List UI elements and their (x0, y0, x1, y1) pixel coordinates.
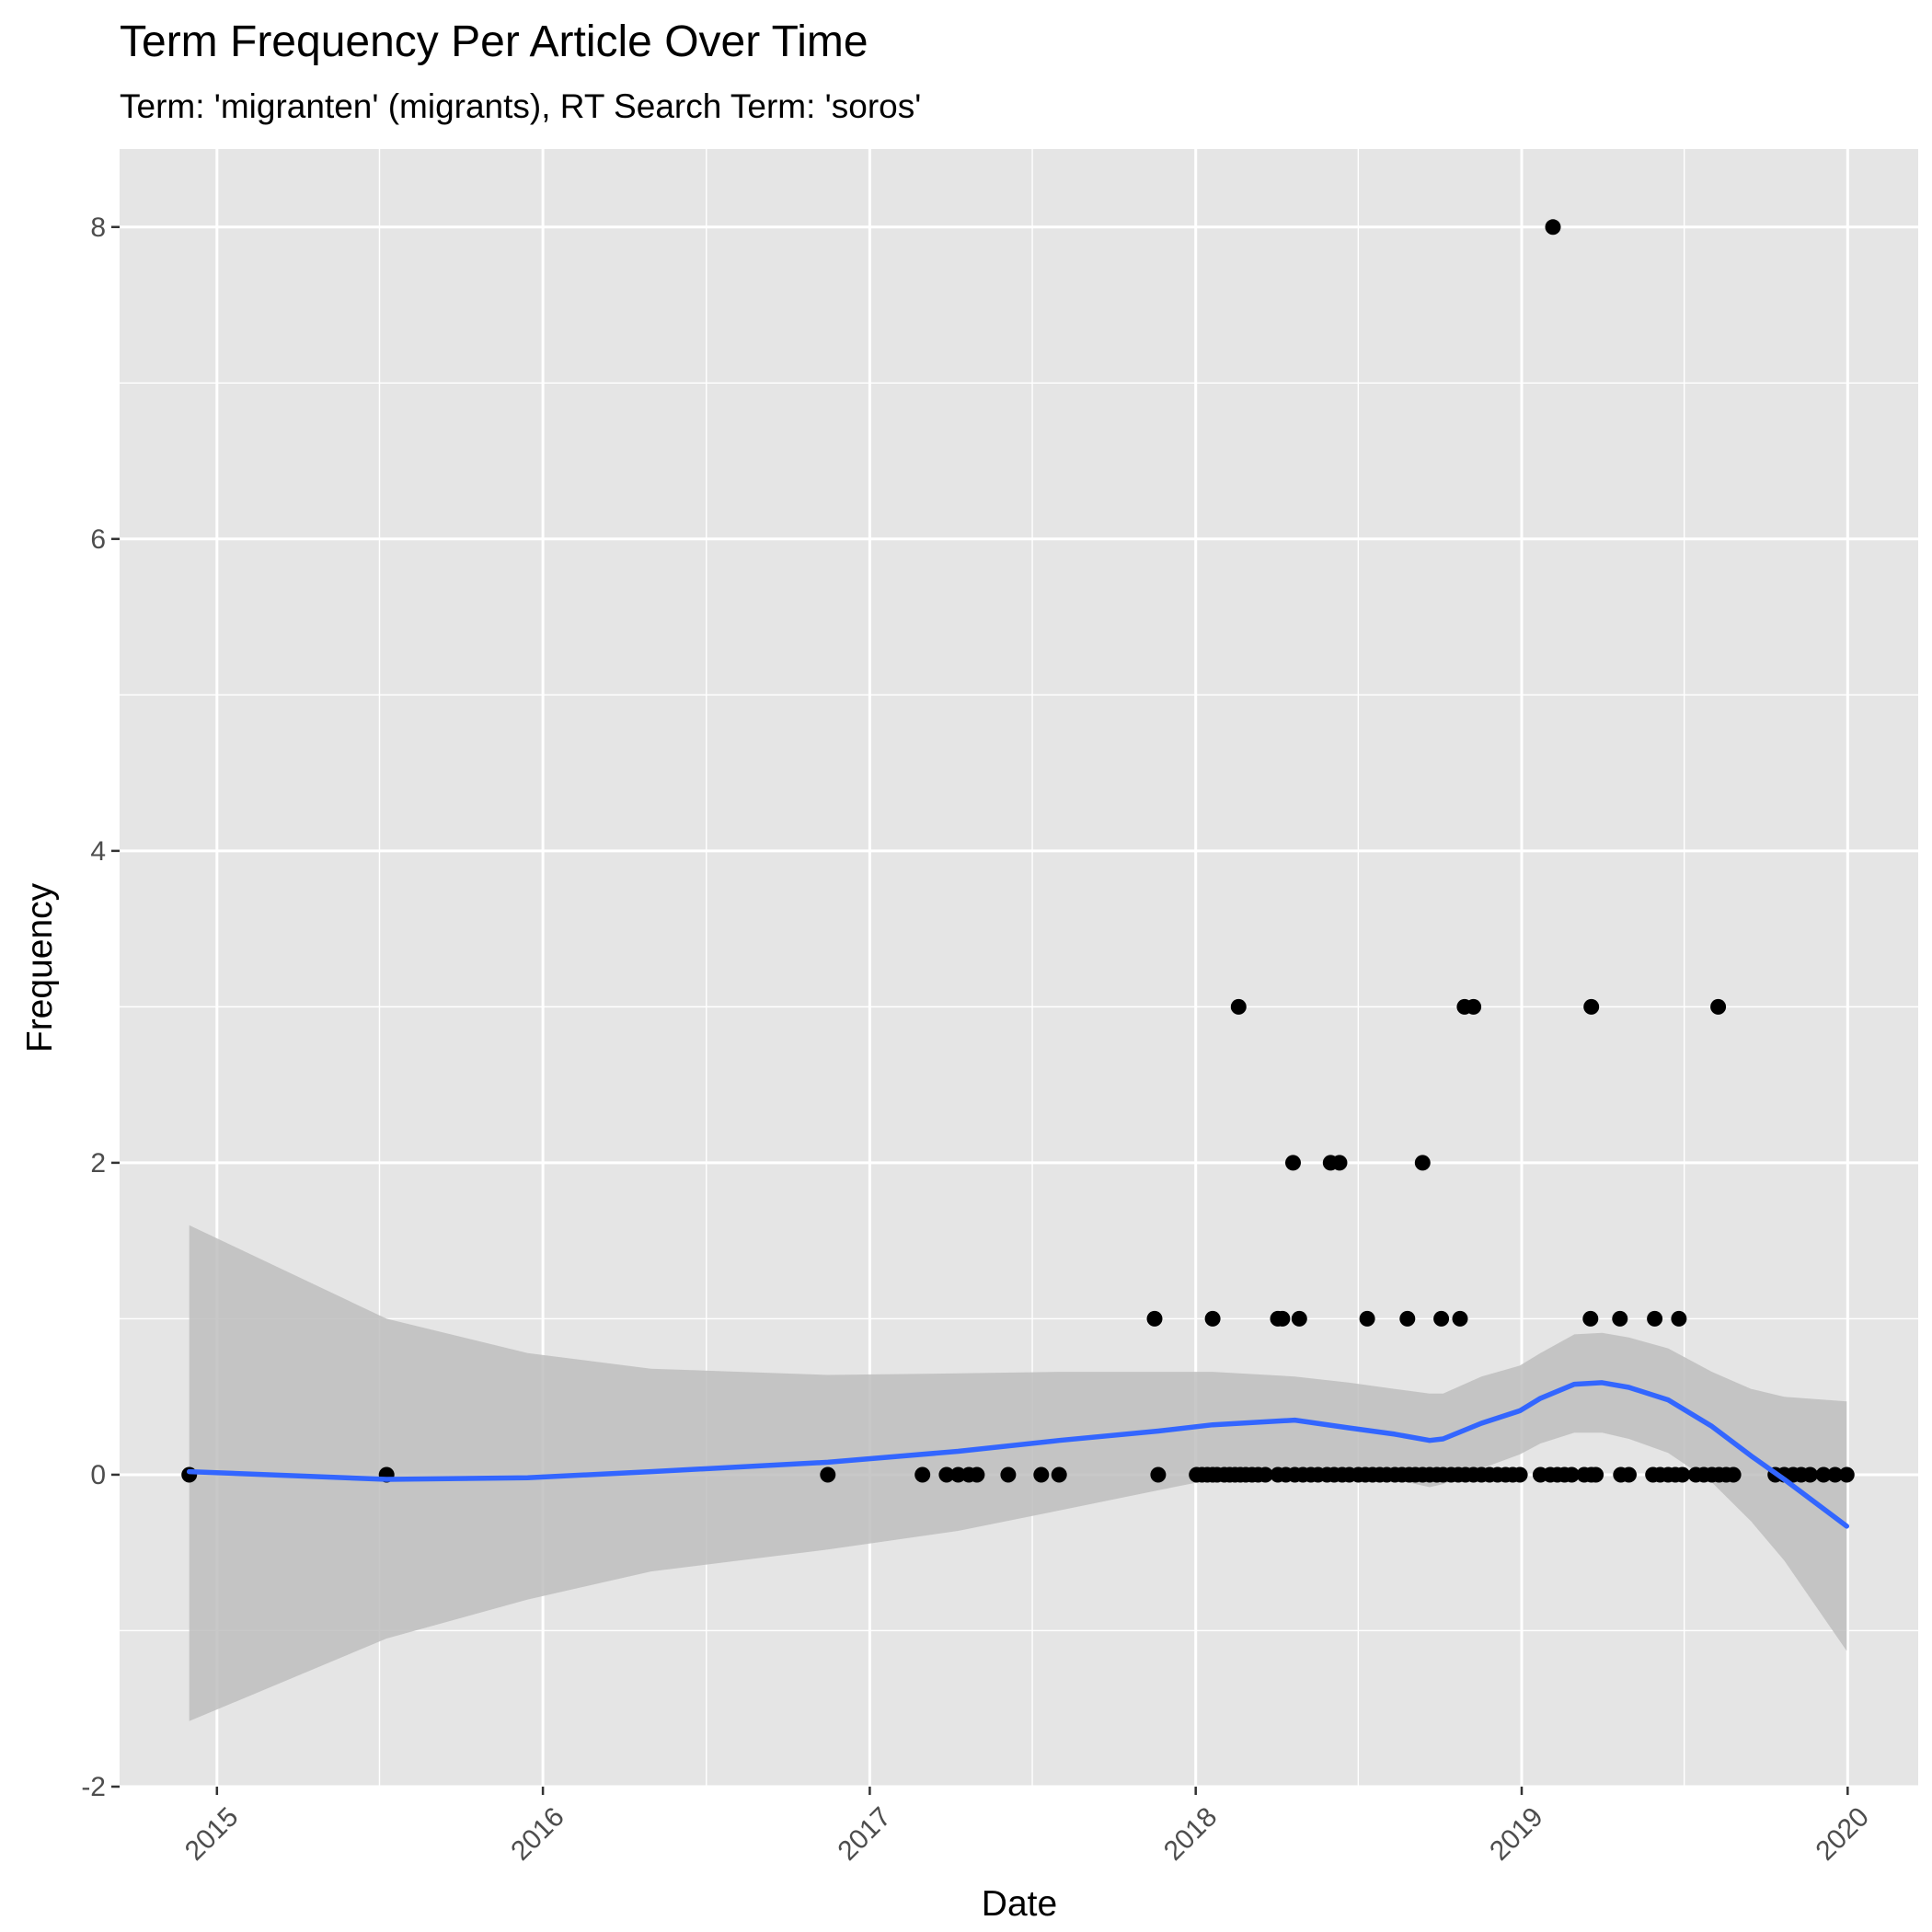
x-tick-label: 2018 (1158, 1801, 1224, 1867)
data-point (820, 1466, 836, 1483)
data-point (1359, 1310, 1375, 1327)
data-point (1674, 1466, 1691, 1483)
confidence-ribbon (189, 1225, 1847, 1721)
chart-title: Term Frequency Per Article Over Time (120, 17, 868, 66)
data-point (1230, 998, 1247, 1015)
data-point (1033, 1466, 1050, 1483)
data-point (1588, 1466, 1604, 1483)
data-point (1671, 1310, 1687, 1327)
data-point (1331, 1155, 1348, 1171)
data-point (1051, 1466, 1067, 1483)
x-axis: 2015 2016 2017 2018 2019 2020 (179, 1787, 1875, 1867)
data-point (938, 1466, 955, 1483)
minor-gridlines (120, 149, 1918, 1787)
confidence-band (189, 1225, 1847, 1721)
data-point (1433, 1310, 1450, 1327)
x-tick-label: 2015 (179, 1801, 245, 1867)
data-point (1612, 1310, 1628, 1327)
y-tick-label: 4 (90, 836, 106, 867)
y-tick-label: -2 (81, 1772, 106, 1802)
data-point (969, 1466, 985, 1483)
data-point (1815, 1466, 1832, 1483)
data-point (1647, 1310, 1663, 1327)
y-tick-label: 6 (90, 524, 106, 555)
smooth-line (186, 1380, 1850, 1529)
data-point (1146, 1310, 1163, 1327)
x-tick-label: 2019 (1484, 1801, 1549, 1867)
data-point (1150, 1466, 1167, 1483)
data-point (1583, 998, 1600, 1015)
data-point (1512, 1466, 1528, 1483)
data-point (1621, 1466, 1637, 1483)
data-point (1827, 1466, 1844, 1483)
y-axis-title: Frequency (20, 882, 60, 1052)
x-axis-title: Date (982, 1884, 1057, 1924)
chart-subtitle: Term: 'migranten' (migrants), RT Search … (120, 87, 922, 125)
data-point (1710, 998, 1727, 1015)
data-point (1582, 1310, 1599, 1327)
data-point (1274, 1310, 1291, 1327)
data-point (1802, 1466, 1818, 1483)
y-axis: -2 0 2 4 6 8 (81, 213, 120, 1802)
data-point (1452, 1310, 1468, 1327)
data-point (1285, 1155, 1301, 1171)
smooth-trend-line (186, 1380, 1850, 1529)
data-point (1257, 1466, 1273, 1483)
data-point (1000, 1466, 1017, 1483)
data-point (1545, 219, 1561, 236)
y-tick-label: 8 (90, 213, 106, 243)
data-point (1399, 1310, 1416, 1327)
x-tick-label: 2020 (1810, 1801, 1875, 1867)
data-point (1204, 1310, 1221, 1327)
y-tick-label: 0 (90, 1460, 106, 1490)
data-point (1414, 1155, 1431, 1171)
y-tick-label: 2 (90, 1148, 106, 1179)
data-point (1725, 1466, 1742, 1483)
x-tick-label: 2017 (833, 1801, 898, 1867)
data-point (1563, 1466, 1580, 1483)
x-tick-label: 2016 (505, 1801, 570, 1867)
data-points (181, 219, 1855, 1483)
data-point (1466, 998, 1482, 1015)
data-point (914, 1466, 931, 1483)
data-point (1291, 1310, 1307, 1327)
data-point (1838, 1466, 1855, 1483)
